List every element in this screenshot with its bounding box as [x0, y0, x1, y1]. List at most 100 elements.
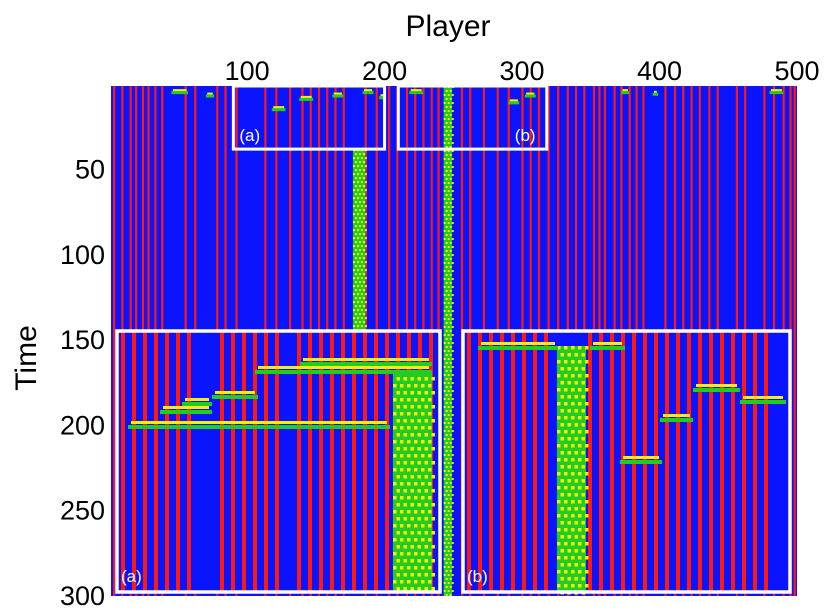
inset-column-red: [385, 331, 389, 592]
inset-source-box: [396, 84, 549, 151]
heatmap-transient-blob: [621, 91, 630, 95]
inset-column-red: [489, 331, 493, 592]
inset-column-red: [588, 331, 592, 592]
inset-column-red: [176, 331, 180, 592]
heatmap-transient-blob: [333, 92, 342, 95]
inset-column-red: [731, 331, 735, 592]
inset-column-red: [709, 331, 713, 592]
inset-front: [185, 398, 209, 401]
inset-front: [215, 391, 255, 394]
inset-column-red: [533, 331, 537, 592]
y-tick-label: 250: [60, 496, 105, 526]
inset-source-label: (b): [515, 126, 536, 145]
inset-front: [128, 425, 390, 429]
heatmap-transient-blob: [509, 99, 518, 102]
inset-source-box: [231, 84, 387, 151]
inset-panel-frame: [461, 329, 792, 594]
heatmap-transient-blob: [526, 92, 535, 95]
heatmap-transient-blob: [172, 89, 187, 92]
inset-column-red: [264, 331, 268, 592]
heatmap-transient-blob: [362, 91, 374, 95]
x-axis-title: Player: [405, 10, 490, 43]
heatmap-transient-blob: [380, 94, 385, 97]
heatmap-transient-blob: [271, 108, 286, 112]
inset-column-red: [242, 331, 246, 592]
inset-column-red: [687, 331, 691, 592]
inset-column-red: [143, 331, 147, 592]
heatmap-mixed-column: [443, 86, 452, 596]
inset-column-red: [500, 331, 504, 592]
inset-front: [303, 358, 429, 361]
inset-source-label: (a): [239, 126, 260, 145]
inset-front: [478, 346, 558, 350]
inset-column-red: [165, 331, 169, 592]
inset-column-red: [467, 331, 471, 592]
inset-panel-frame: [115, 329, 442, 594]
inset-column-red: [352, 331, 356, 592]
heatmap-transient-blob: [171, 91, 188, 95]
inset-column-red: [297, 331, 301, 592]
inset-front: [212, 395, 258, 399]
inset-mixed-column: [393, 370, 432, 592]
x-tick-label: 200: [362, 56, 407, 86]
inset-column-red: [676, 331, 680, 592]
x-tick-label: 300: [500, 56, 545, 86]
heatmap-transient-blob: [273, 106, 285, 109]
heatmap-transient-blob: [654, 90, 657, 93]
heatmap-transient-blob: [769, 91, 784, 95]
axes: Player Time 100 200 300 400 500 50 100 150 200 25…: [10, 10, 820, 609]
heatmap-mixed-column-pattern: [443, 86, 454, 596]
inset-mixed-column-pattern: [557, 346, 589, 595]
inset-front: [696, 384, 737, 387]
heatmap-transient-blob: [410, 89, 422, 92]
inset-column-red: [665, 331, 669, 592]
inset-panel-label: (b): [467, 567, 488, 586]
heatmap-transient-blob: [207, 92, 213, 95]
inset-front: [660, 418, 693, 422]
inset-column-red: [764, 331, 768, 592]
inset-front: [593, 342, 622, 345]
inset-panel-label: (a): [121, 567, 142, 586]
inset-column-red: [698, 331, 702, 592]
inset-front: [300, 362, 432, 366]
x-tick-label: 500: [774, 56, 819, 86]
inset-front: [163, 406, 209, 409]
inset-column-red: [330, 331, 334, 592]
inset-column-red: [121, 331, 125, 592]
inset-front: [740, 400, 786, 404]
heatmap-mixed-column-pattern: [352, 149, 367, 340]
inset-column-red: [511, 331, 515, 592]
inset-front: [663, 414, 690, 417]
inset-column-red: [319, 331, 323, 592]
inset-panels: (a) (b): [115, 329, 792, 595]
heatmap-transient-blob: [299, 97, 314, 101]
inset-front: [623, 456, 659, 459]
y-tick-label: 300: [60, 581, 105, 609]
inset-column-red: [753, 331, 757, 592]
inset-column-red: [341, 331, 345, 592]
inset-column-red: [275, 331, 279, 592]
x-tick-label: 100: [225, 56, 270, 86]
heatmap-transient-blob: [205, 94, 215, 98]
inset-front: [182, 402, 212, 406]
inset-front: [620, 460, 662, 464]
heatmap-transient-blob: [652, 92, 659, 96]
heatmap-column-red: [113, 86, 116, 596]
inset-column-red: [363, 331, 367, 592]
heatmap-transient-blob: [332, 94, 344, 98]
inset-front: [743, 396, 783, 399]
y-axis-title: Time: [10, 325, 43, 391]
heatmap-transient-blob: [508, 101, 520, 105]
inset-front: [481, 342, 555, 345]
heatmap-transient-blob: [300, 95, 312, 98]
inset-front: [258, 366, 429, 369]
heatmap-transient-blob: [379, 96, 386, 100]
inset-column-red: [187, 331, 191, 592]
inset-column-red: [231, 331, 235, 592]
inset-front: [693, 388, 740, 392]
inset-front: [255, 370, 432, 374]
inset-column-red: [154, 331, 158, 592]
inset-column-red: [308, 331, 312, 592]
inset-column-red: [478, 331, 482, 592]
